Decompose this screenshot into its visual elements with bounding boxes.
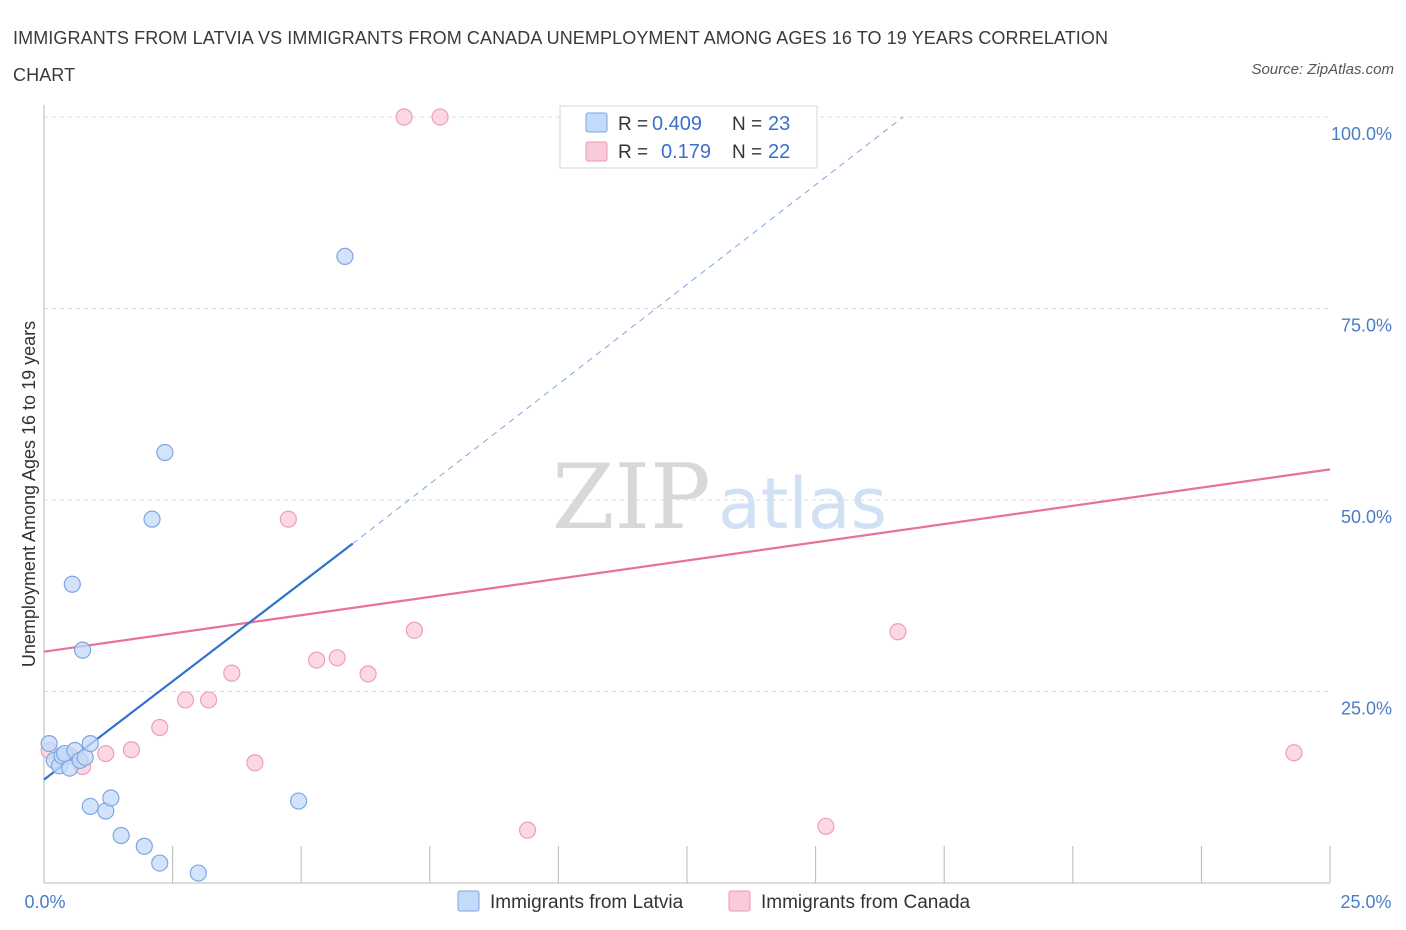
bottom-legend-label-latvia: Immigrants from Latvia — [490, 892, 684, 913]
point-latvia — [151, 854, 169, 872]
point-canada — [1285, 744, 1303, 762]
point-latvia — [156, 443, 174, 462]
chart-title: IMMIGRANTS FROM LATVIA VS IMMIGRANTS FRO… — [13, 28, 1109, 85]
chart-source: Source: ZipAtlas.com — [1251, 61, 1394, 78]
point-canada — [200, 691, 218, 709]
point-latvia — [73, 641, 92, 659]
point-canada — [223, 664, 241, 682]
legend-r-value-canada: 0.179 — [661, 141, 711, 163]
point-canada — [431, 108, 449, 126]
legend-swatch-latvia — [585, 112, 608, 133]
legend-n-value-canada: 22 — [768, 141, 790, 163]
legend-r-label-latvia: R = — [618, 114, 648, 135]
point-latvia — [143, 510, 161, 528]
point-latvia — [102, 789, 120, 807]
point-latvia — [290, 792, 308, 810]
y-tick-labels: 100.0% 75.0% 50.0% 25.0% — [1331, 124, 1392, 719]
y-axis-label: Unemployment Among Ages 16 to 19 years — [19, 321, 39, 667]
point-canada — [328, 649, 346, 667]
legend-swatch-canada — [585, 141, 608, 162]
legend-r-label-canada: R = — [618, 142, 648, 163]
point-latvia — [40, 734, 58, 753]
point-latvia — [81, 797, 99, 816]
point-canada — [97, 744, 115, 763]
watermark-atlas: atlas — [718, 463, 887, 545]
point-latvia — [81, 734, 99, 753]
x-tick-label-25: 25.0% — [1340, 892, 1391, 912]
point-canada — [359, 665, 377, 683]
point-latvia — [112, 826, 130, 845]
point-canada — [176, 691, 195, 709]
x-tick-marks — [172, 846, 1331, 883]
point-canada — [405, 621, 423, 639]
legend-r-value-latvia: 0.409 — [652, 113, 702, 135]
point-canada — [246, 754, 264, 772]
correlation-legend: R = 0.409 N = 23 R = 0.179 N = 22 — [559, 105, 818, 169]
point-canada — [308, 651, 326, 669]
x-tick-label-0: 0.0% — [24, 892, 65, 912]
grid-lines — [44, 116, 1330, 692]
series-legend: Immigrants from Latvia Immigrants from C… — [457, 890, 971, 913]
point-canada — [122, 741, 141, 759]
point-canada — [518, 821, 537, 839]
point-latvia — [63, 575, 81, 593]
point-latvia — [135, 837, 153, 855]
y-tick-label-75: 75.0% — [1341, 316, 1392, 336]
y-tick-label-25: 25.0% — [1341, 699, 1392, 719]
y-tick-label-100: 100.0% — [1331, 124, 1392, 144]
point-canada — [395, 108, 413, 126]
point-latvia — [336, 247, 354, 266]
point-canada — [151, 718, 169, 737]
legend-n-value-latvia: 23 — [768, 113, 790, 135]
point-canada — [889, 623, 907, 641]
watermark-zip: ZIP — [552, 445, 711, 550]
legend-n-label-canada: N = — [732, 142, 762, 163]
trend-line-canada — [43, 468, 1331, 653]
legend-n-label-latvia: N = — [732, 114, 762, 135]
bottom-legend-label-canada: Immigrants from Canada — [761, 892, 971, 913]
bottom-legend-swatch-canada — [728, 890, 751, 912]
point-latvia — [189, 864, 207, 882]
point-canada — [817, 817, 835, 835]
bottom-legend-swatch-latvia — [457, 890, 480, 912]
point-canada — [279, 510, 297, 528]
y-tick-label-50: 50.0% — [1341, 507, 1392, 527]
